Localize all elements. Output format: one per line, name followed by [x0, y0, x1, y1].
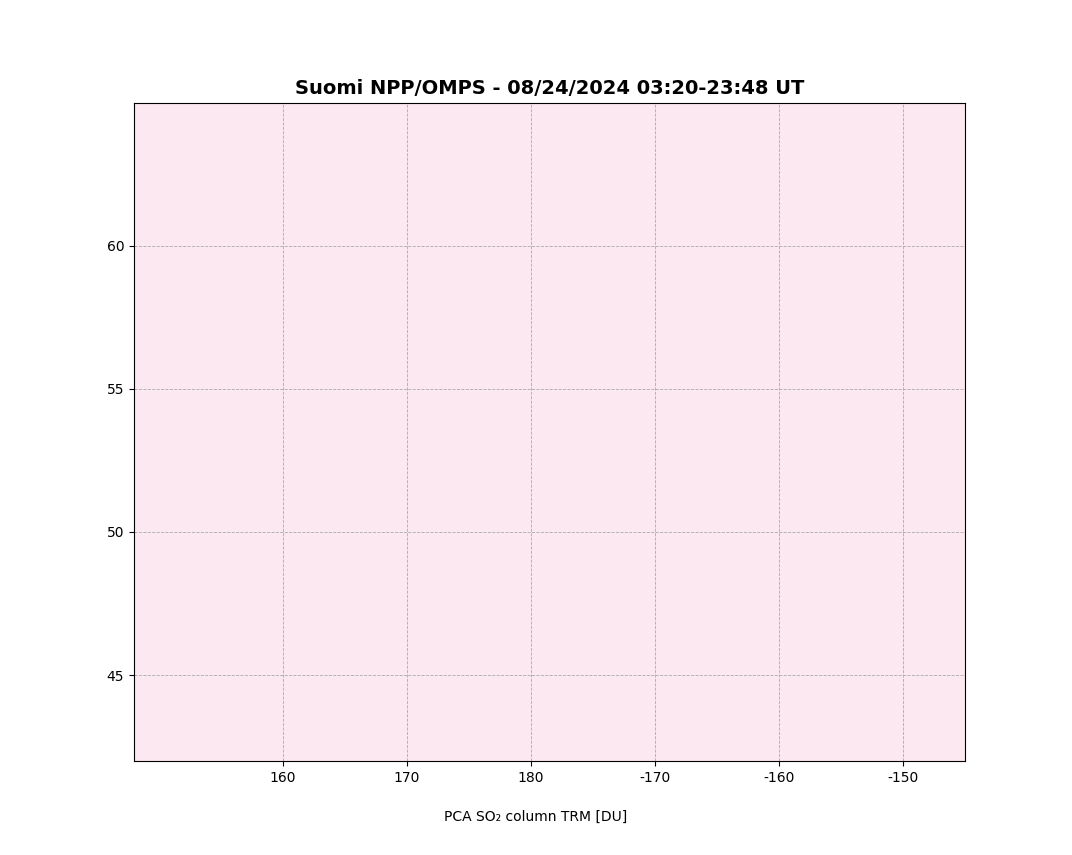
- Title: Suomi NPP/OMPS - 08/24/2024 03:20-23:48 UT: Suomi NPP/OMPS - 08/24/2024 03:20-23:48 …: [295, 80, 804, 98]
- Text: PCA SO₂ column TRM [DU]: PCA SO₂ column TRM [DU]: [445, 810, 627, 824]
